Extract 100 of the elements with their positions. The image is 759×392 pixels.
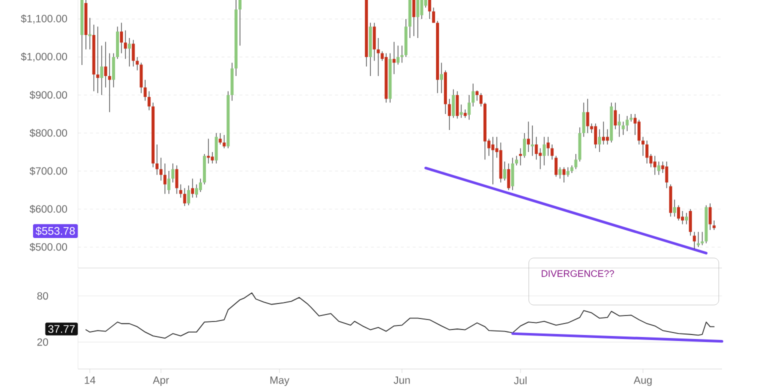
candlestick bbox=[400, 45, 404, 64]
x-tick-label: May bbox=[270, 376, 290, 386]
candlestick bbox=[167, 170, 170, 194]
candlestick bbox=[132, 40, 135, 67]
candlestick bbox=[100, 45, 104, 96]
x-tick-label: Jul bbox=[514, 376, 527, 384]
candlestick bbox=[665, 161, 668, 189]
candlestick bbox=[420, 0, 424, 20]
candlestick bbox=[653, 156, 656, 176]
candlestick bbox=[708, 203, 712, 230]
candlestick bbox=[558, 166, 562, 180]
candlestick bbox=[136, 56, 139, 71]
candlestick bbox=[416, 0, 420, 38]
candlestick bbox=[606, 128, 609, 145]
candlestick bbox=[700, 232, 704, 246]
candlestick bbox=[238, 0, 242, 46]
candlestick bbox=[594, 123, 598, 149]
candlestick bbox=[491, 136, 494, 185]
x-tick-label: 14 bbox=[84, 376, 96, 384]
candlestick bbox=[638, 119, 641, 145]
candlestick bbox=[432, 7, 436, 24]
candlestick bbox=[440, 62, 443, 94]
y-tick-label: $700.00 bbox=[30, 166, 68, 176]
text: 37.77 bbox=[48, 325, 75, 333]
candlestick bbox=[542, 136, 546, 166]
y-tick-label: $800.00 bbox=[30, 128, 68, 138]
candlestick bbox=[163, 163, 166, 194]
candlestick bbox=[222, 134, 226, 149]
candlestick bbox=[183, 188, 186, 206]
candlestick bbox=[124, 30, 127, 60]
candlestick bbox=[140, 62, 143, 94]
candlestick bbox=[546, 136, 550, 156]
y-tick-label: 80 bbox=[37, 292, 48, 300]
candlestick bbox=[574, 154, 578, 170]
candlestick bbox=[626, 116, 629, 132]
candlestick bbox=[214, 132, 218, 164]
candlestick bbox=[566, 166, 570, 178]
candlestick bbox=[515, 156, 518, 166]
candlestick bbox=[680, 210, 684, 225]
candlestick bbox=[195, 184, 198, 198]
candlestick bbox=[511, 157, 514, 190]
candlestick bbox=[206, 138, 210, 164]
candlestick bbox=[472, 83, 475, 107]
candlestick bbox=[586, 98, 590, 134]
candlestick bbox=[148, 90, 151, 111]
candlestick bbox=[198, 178, 202, 192]
candlestick bbox=[396, 45, 400, 65]
candlestick bbox=[677, 204, 680, 221]
candlestick bbox=[645, 140, 648, 164]
candlestick bbox=[562, 166, 566, 183]
candlestick bbox=[128, 38, 131, 67]
candlestick bbox=[392, 41, 396, 74]
y-tick-label: 20 bbox=[37, 338, 48, 346]
candlestick bbox=[468, 94, 471, 120]
candlestick bbox=[448, 98, 451, 130]
candlestick bbox=[179, 184, 182, 198]
candlestick bbox=[530, 125, 534, 156]
y-tick-label: $1,100.00 bbox=[20, 14, 68, 24]
y-tick-label: $900.00 bbox=[30, 90, 68, 100]
candlestick bbox=[522, 132, 526, 158]
candlestick bbox=[534, 136, 538, 160]
candlestick bbox=[550, 144, 554, 160]
candlestick bbox=[187, 185, 190, 206]
candlestick bbox=[412, 0, 416, 36]
candlestick bbox=[156, 144, 159, 176]
candlestick bbox=[210, 152, 214, 164]
candlestick bbox=[218, 132, 222, 145]
candlestick bbox=[582, 102, 586, 138]
candlestick bbox=[428, 0, 432, 20]
candlestick bbox=[641, 136, 644, 156]
x-tick-label: Aug bbox=[634, 376, 652, 386]
candlestick bbox=[507, 163, 510, 190]
candlestick bbox=[191, 178, 194, 198]
candlestick bbox=[171, 163, 174, 183]
candlestick bbox=[602, 121, 605, 145]
x-tick-label: Apr bbox=[152, 376, 169, 386]
candlestick bbox=[108, 52, 112, 112]
candlestick bbox=[88, 18, 92, 50]
candlestick bbox=[688, 208, 692, 236]
candlestick bbox=[159, 157, 162, 181]
candlestick bbox=[692, 232, 696, 250]
candlestick bbox=[372, 22, 376, 62]
candlestick bbox=[456, 90, 459, 119]
candlestick bbox=[112, 52, 116, 88]
candlestick bbox=[175, 165, 178, 194]
candlestick bbox=[476, 90, 479, 102]
candlestick bbox=[376, 38, 380, 76]
y-tick-label: $500.00 bbox=[30, 242, 68, 252]
annotation: DIVERGENCE?? bbox=[542, 270, 614, 277]
candlestick bbox=[598, 128, 602, 152]
candlestick bbox=[526, 121, 530, 152]
candlestick bbox=[519, 148, 522, 166]
candlestick bbox=[684, 212, 688, 225]
candlestick bbox=[538, 148, 542, 170]
text: $553.78 bbox=[36, 226, 75, 236]
candlestick bbox=[712, 220, 716, 230]
x-tick-label: Jun bbox=[394, 376, 410, 384]
candlestick bbox=[144, 79, 147, 102]
candlestick bbox=[460, 104, 463, 118]
candlestick bbox=[104, 41, 108, 88]
